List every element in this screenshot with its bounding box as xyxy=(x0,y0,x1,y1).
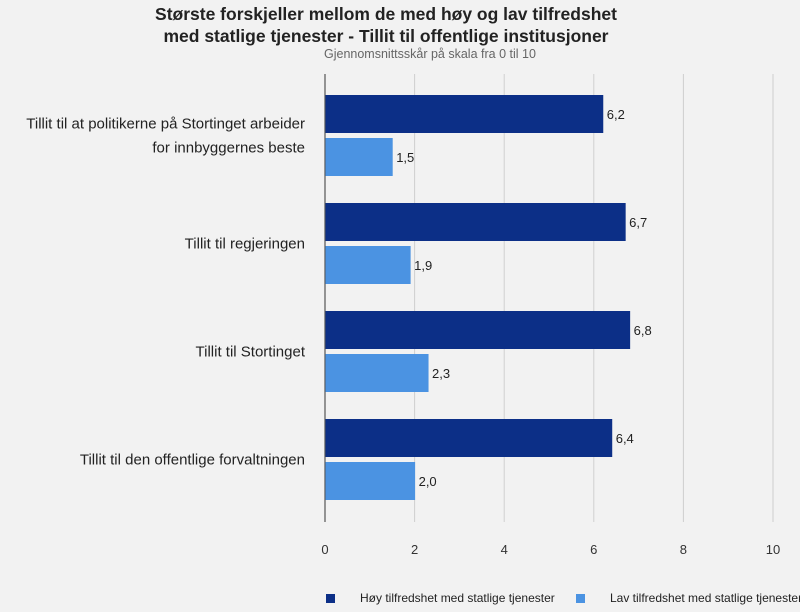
bar-high-1 xyxy=(325,203,626,241)
x-tick-label: 4 xyxy=(501,542,508,557)
bar-low-2 xyxy=(325,354,429,392)
x-tick-label: 0 xyxy=(321,542,328,557)
legend-swatch-high xyxy=(326,593,335,603)
data-label: 6,8 xyxy=(634,323,652,338)
legend-swatch-low xyxy=(576,593,585,603)
chart-title-line-2: med statlige tjenester - Tillit til offe… xyxy=(163,26,609,46)
bar-high-2 xyxy=(325,311,631,349)
category-label: for innbyggernes beste xyxy=(152,140,305,157)
data-label: 1,9 xyxy=(414,258,432,273)
data-label: 2,0 xyxy=(419,474,437,489)
x-tick-label: 8 xyxy=(680,542,687,557)
chart-subtitle: Gjennomsnittsskår på skala fra 0 til 10 xyxy=(324,47,536,61)
category-label: Tillit til Stortinget xyxy=(196,344,306,361)
category-label: Tillit til regjeringen xyxy=(185,236,305,253)
data-label: 2,3 xyxy=(432,366,450,381)
legend-label-low: Lav tilfredshet med statlige tjenester xyxy=(610,591,800,605)
chart-title-line-1: Største forskjeller mellom de med høy og… xyxy=(155,4,617,24)
data-label: 6,2 xyxy=(607,107,625,122)
bar-low-1 xyxy=(325,246,411,284)
legend-item-low: Lav tilfredshet med statlige tjenester xyxy=(576,591,800,605)
data-label: 1,5 xyxy=(396,150,414,165)
bar-chart: 0 2 4 6 8 10 6,2 1,5 Tillit til at politikerne p… xyxy=(26,74,780,557)
chart-title: Største forskjeller mellom de med høy og… xyxy=(0,3,772,47)
chart-legend: Høy tilfredshet med statlige tjenester L… xyxy=(0,591,800,609)
x-tick-label: 10 xyxy=(766,542,780,557)
category-label: Tillit til at politikerne på Stortinget … xyxy=(26,116,305,133)
x-tick-label: 2 xyxy=(411,542,418,557)
bar-low-0 xyxy=(325,138,393,176)
x-tick-label: 6 xyxy=(590,542,597,557)
data-label: 6,4 xyxy=(616,431,634,446)
legend-item-high: Høy tilfredshet med statlige tjenester xyxy=(326,591,555,605)
category-label: Tillit til den offentlige forvaltningen xyxy=(80,452,305,469)
bar-low-3 xyxy=(325,462,416,500)
bar-high-3 xyxy=(325,419,613,457)
bar-high-0 xyxy=(325,95,604,133)
legend-label-high: Høy tilfredshet med statlige tjenester xyxy=(360,591,555,605)
data-label: 6,7 xyxy=(629,215,647,230)
